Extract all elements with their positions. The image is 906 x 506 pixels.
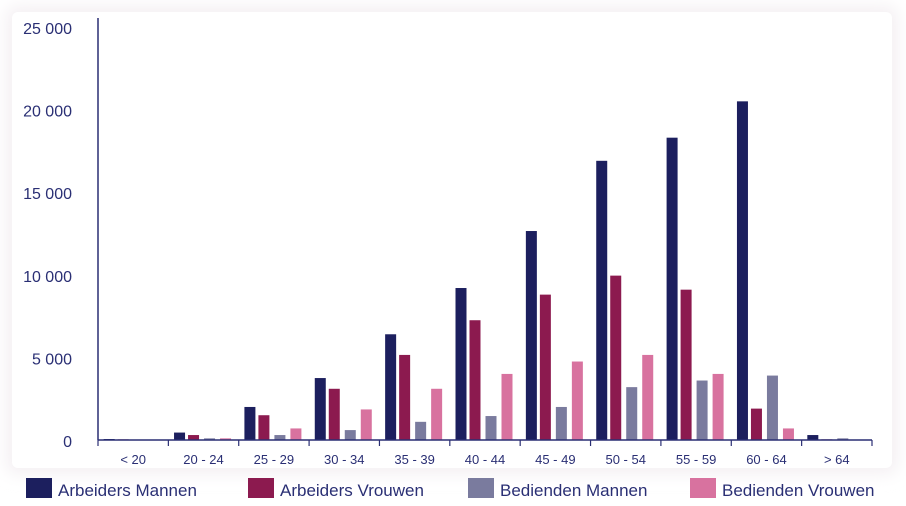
y-tick-label: 20 000 [23, 104, 72, 121]
legend-item: Arbeiders Mannen [26, 478, 197, 500]
bar-bedienden-vrouwen [360, 409, 372, 440]
bar-arbeiders-mannen [807, 435, 819, 440]
plot-area [12, 12, 892, 468]
bar-arbeiders-vrouwen [610, 275, 622, 440]
bar-bedienden-vrouwen [431, 388, 443, 440]
bar-bedienden-mannen [274, 435, 286, 440]
bar-arbeiders-vrouwen [328, 388, 340, 440]
bar-arbeiders-vrouwen [399, 354, 411, 440]
bar-bedienden-vrouwen [712, 373, 724, 440]
y-tick-label: 25 000 [23, 21, 72, 38]
bar-bedienden-mannen [696, 380, 708, 440]
legend-swatch [26, 478, 52, 498]
legend-item: Arbeiders Vrouwen [248, 478, 424, 500]
bar-arbeiders-mannen [244, 406, 256, 440]
x-tick-label: 60 - 64 [746, 452, 786, 467]
bar-bedienden-vrouwen [501, 373, 513, 440]
x-tick-label: 45 - 49 [535, 452, 575, 467]
bar-arbeiders-mannen [666, 137, 678, 440]
x-tick-label: 50 - 54 [605, 452, 645, 467]
bar-arbeiders-vrouwen [258, 415, 270, 440]
y-tick-label: 5 000 [32, 351, 72, 368]
y-tick-label: 0 [63, 434, 72, 451]
bar-arbeiders-mannen [525, 231, 537, 440]
x-tick-label: 40 - 44 [465, 452, 505, 467]
x-tick-label: 30 - 34 [324, 452, 364, 467]
bar-bedienden-vrouwen [220, 438, 232, 440]
bar-arbeiders-mannen [174, 432, 186, 440]
legend-swatch [468, 478, 494, 498]
legend-item: Bedienden Vrouwen [690, 478, 875, 500]
bar-arbeiders-mannen [596, 160, 608, 440]
bar-arbeiders-vrouwen [539, 294, 551, 440]
bar-arbeiders-vrouwen [469, 320, 481, 440]
bar-arbeiders-vrouwen [750, 408, 762, 440]
bar-bedienden-vrouwen [571, 361, 583, 440]
x-tick-label: 20 - 24 [183, 452, 223, 467]
legend-item: Bedienden Mannen [468, 478, 647, 500]
bar-bedienden-mannen [837, 438, 849, 440]
legend-label: Arbeiders Vrouwen [280, 481, 424, 500]
bar-bedienden-mannen [204, 438, 216, 440]
legend-swatch [248, 478, 274, 498]
bar-arbeiders-mannen [385, 334, 397, 440]
bar-bedienden-vrouwen [782, 428, 794, 440]
bar-bedienden-mannen [415, 421, 427, 440]
bar-bedienden-vrouwen [642, 354, 654, 440]
legend-swatch [690, 478, 716, 498]
bar-bedienden-mannen [555, 406, 567, 440]
bar-arbeiders-mannen [736, 101, 748, 440]
y-tick-label: 15 000 [23, 186, 72, 203]
bar-bedienden-mannen [485, 416, 497, 440]
bar-arbeiders-vrouwen [188, 435, 200, 440]
x-tick-label: 35 - 39 [394, 452, 434, 467]
x-tick-label: 55 - 59 [676, 452, 716, 467]
x-tick-label: > 64 [824, 452, 850, 467]
bar-bedienden-mannen [626, 387, 638, 440]
legend-label: Bedienden Mannen [500, 481, 647, 500]
legend-label: Bedienden Vrouwen [722, 481, 875, 500]
bar-arbeiders-mannen [455, 288, 467, 440]
x-tick-label: 25 - 29 [254, 452, 294, 467]
bar-arbeiders-mannen [314, 378, 326, 440]
bar-bedienden-mannen [766, 375, 778, 440]
x-tick-label: < 20 [120, 452, 146, 467]
y-tick-label: 10 000 [23, 269, 72, 286]
legend-label: Arbeiders Mannen [58, 481, 197, 500]
bar-arbeiders-vrouwen [680, 289, 692, 440]
bar-bedienden-mannen [344, 430, 356, 440]
bar-bedienden-vrouwen [290, 428, 302, 440]
